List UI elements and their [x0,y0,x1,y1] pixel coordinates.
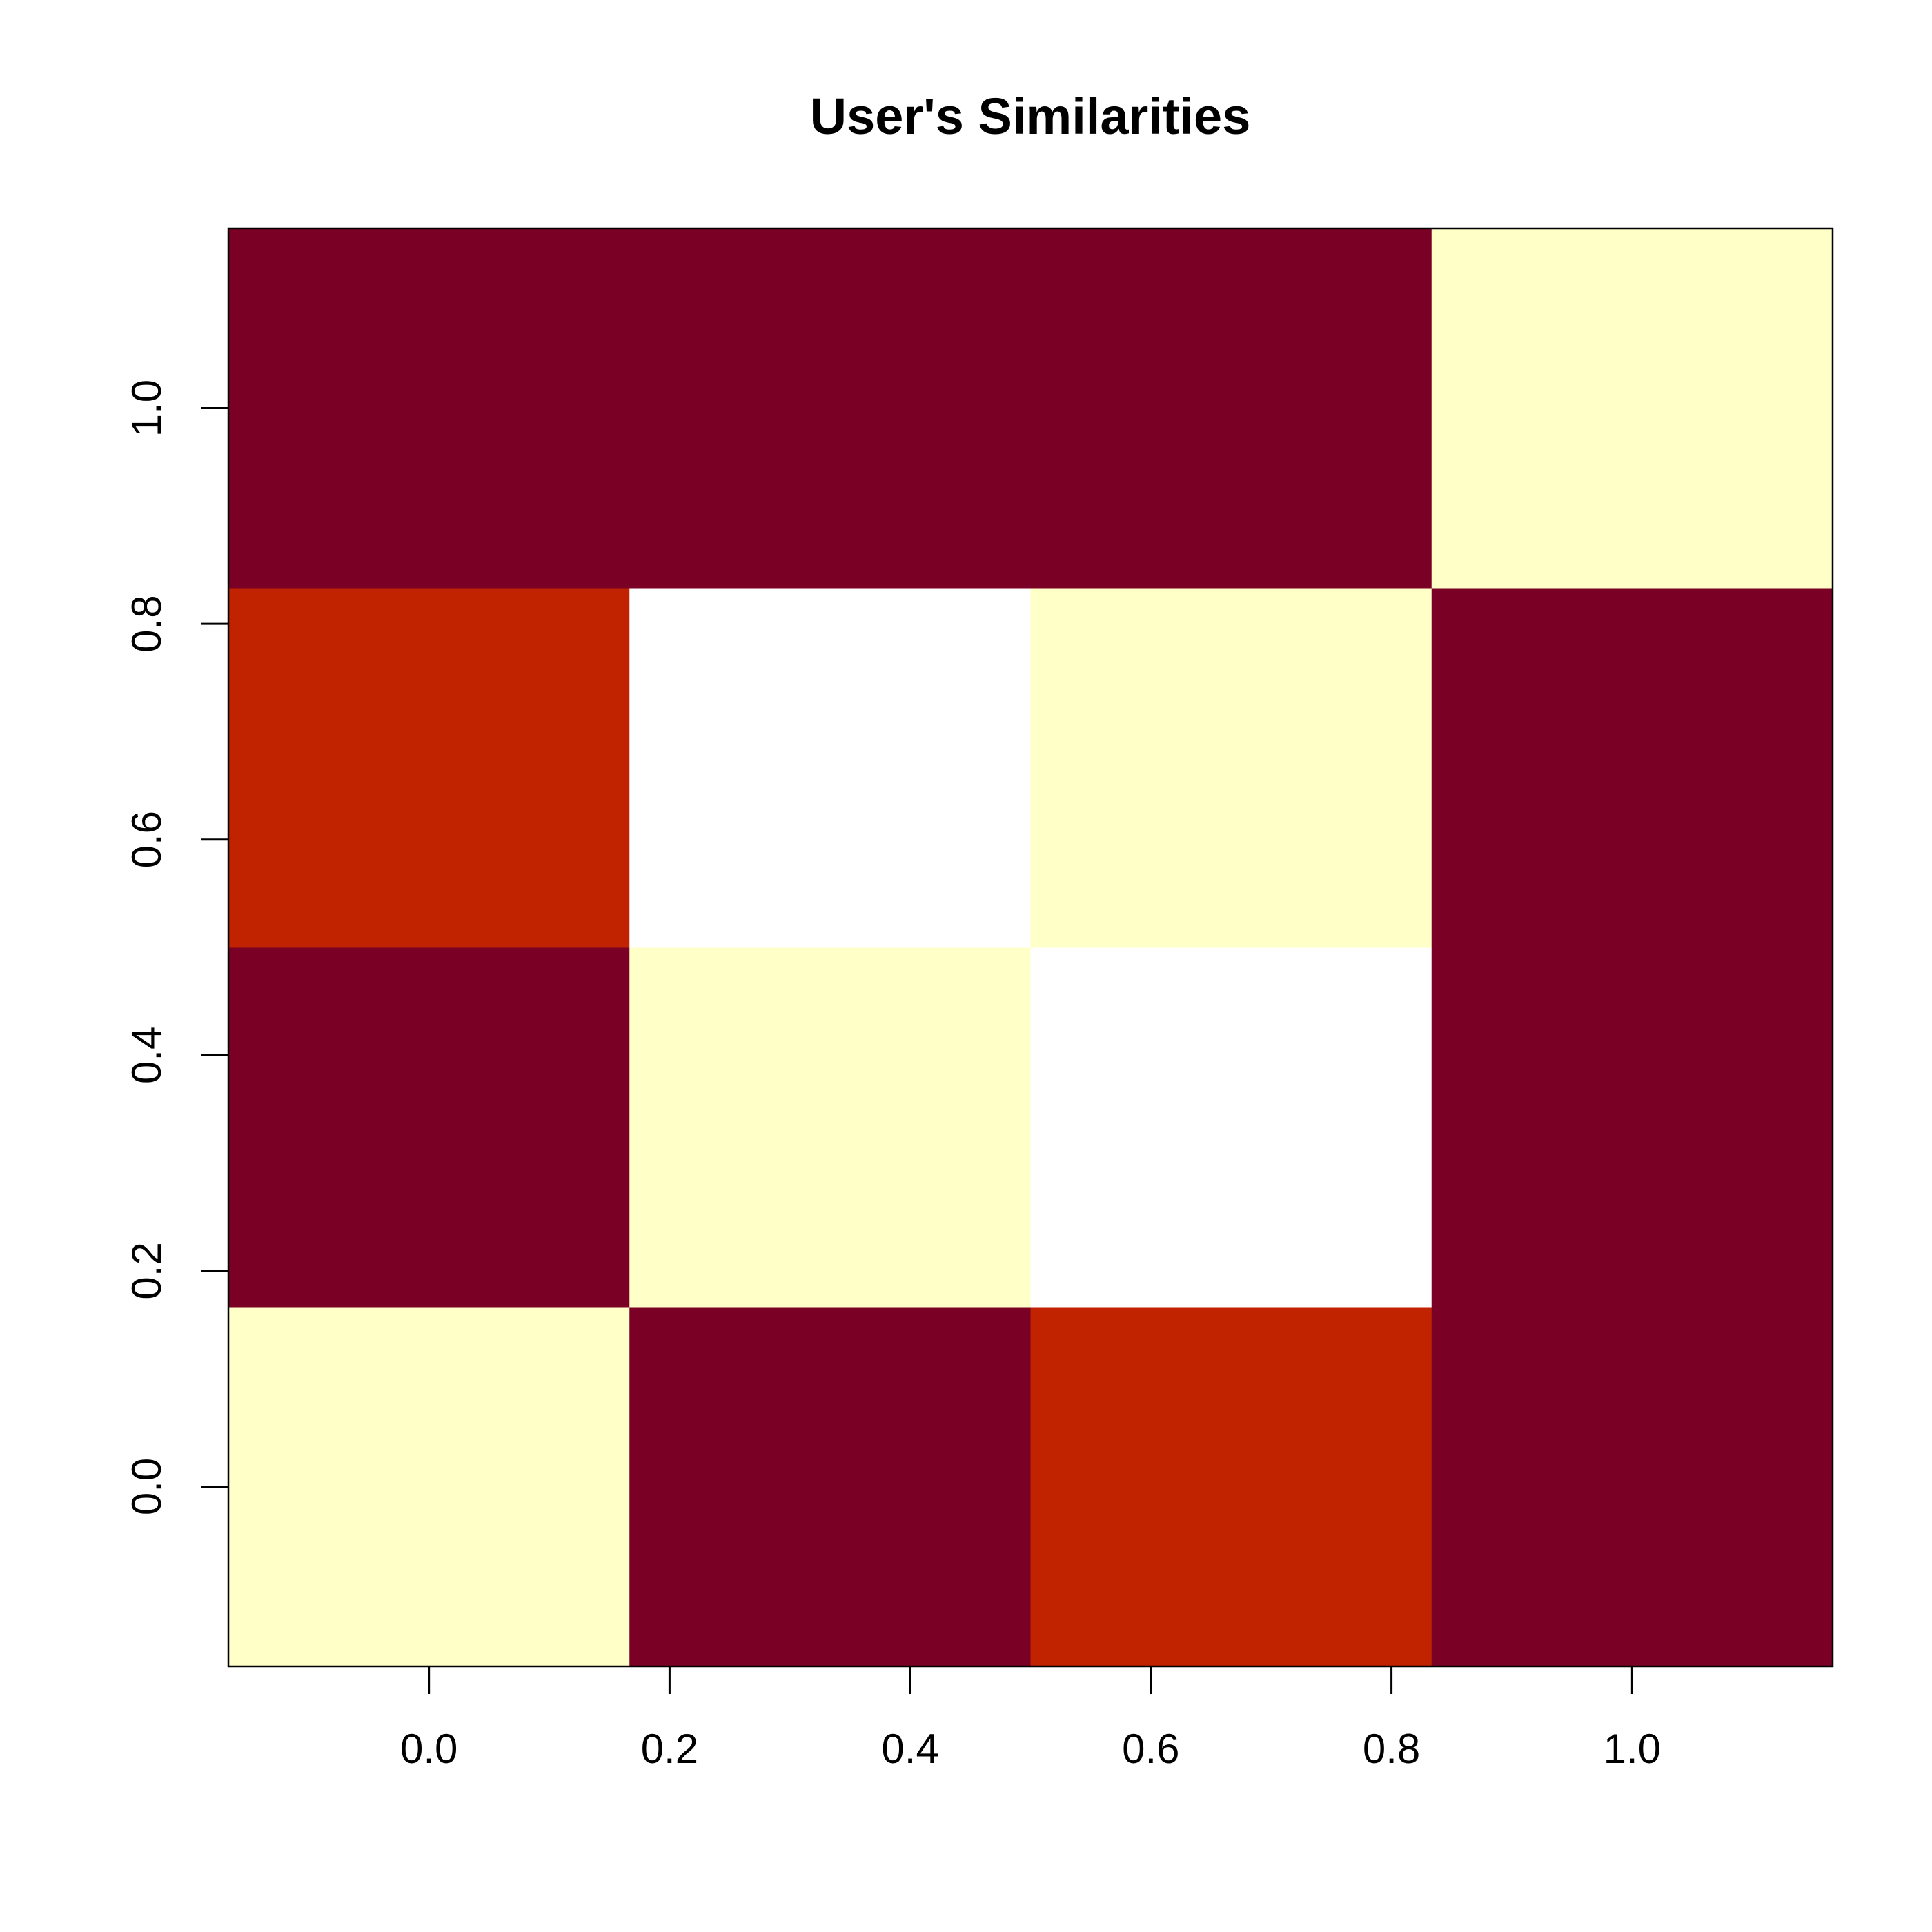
plot-frame [227,227,1834,1668]
y-tick-label-3: 0.6 [124,811,170,868]
heatmap-cell-r1-c0 [228,947,630,1308]
heatmap-cell-r0-c0 [228,1307,630,1667]
heatmap-cell-r2-c3 [1431,588,1833,948]
heatmap-cell-r0-c2 [1030,1307,1432,1667]
x-axis: 0.0 0.2 0.4 0.6 0.8 1.0 [400,1666,1661,1772]
chart-title: User's Similarities [810,88,1251,145]
heatmap-cell-r3-c0 [228,228,630,589]
heatmap-cell-r1-c3 [1431,947,1833,1308]
y-tick-label-0: 0.0 [124,1458,170,1515]
heatmap-cell-r3-c2 [1030,228,1432,589]
heatmap-cell-r0-c3 [1431,1307,1833,1667]
y-tick-label-4: 0.8 [124,595,170,652]
heatmap-cell-r2-c2 [1030,588,1432,948]
heatmap-cell-r2-c1 [629,588,1031,948]
y-tick-label-5: 1.0 [124,379,170,437]
y-tick-label-2: 0.4 [124,1027,170,1084]
x-tick-label-3: 0.6 [1122,1726,1179,1772]
heatmap-cell-r3-c1 [629,228,1031,589]
heatmap-cell-r0-c1 [629,1307,1031,1667]
heatmap-cells [228,228,1833,1667]
heatmap-cell-r1-c2 [1030,947,1432,1308]
y-tick-label-1: 0.2 [124,1242,170,1299]
heatmap-cell-r1-c1 [629,947,1031,1308]
y-axis: 0.0 0.2 0.4 0.6 0.8 1.0 [124,379,228,1515]
heatmap-cell-r3-c3 [1431,228,1833,589]
heatmap-cell-r2-c0 [228,588,630,948]
x-tick-label-0: 0.0 [400,1726,457,1772]
x-tick-label-1: 0.2 [641,1726,698,1772]
x-tick-label-2: 0.4 [881,1726,938,1772]
x-tick-label-4: 0.8 [1363,1726,1420,1772]
x-tick-label-5: 1.0 [1604,1726,1661,1772]
